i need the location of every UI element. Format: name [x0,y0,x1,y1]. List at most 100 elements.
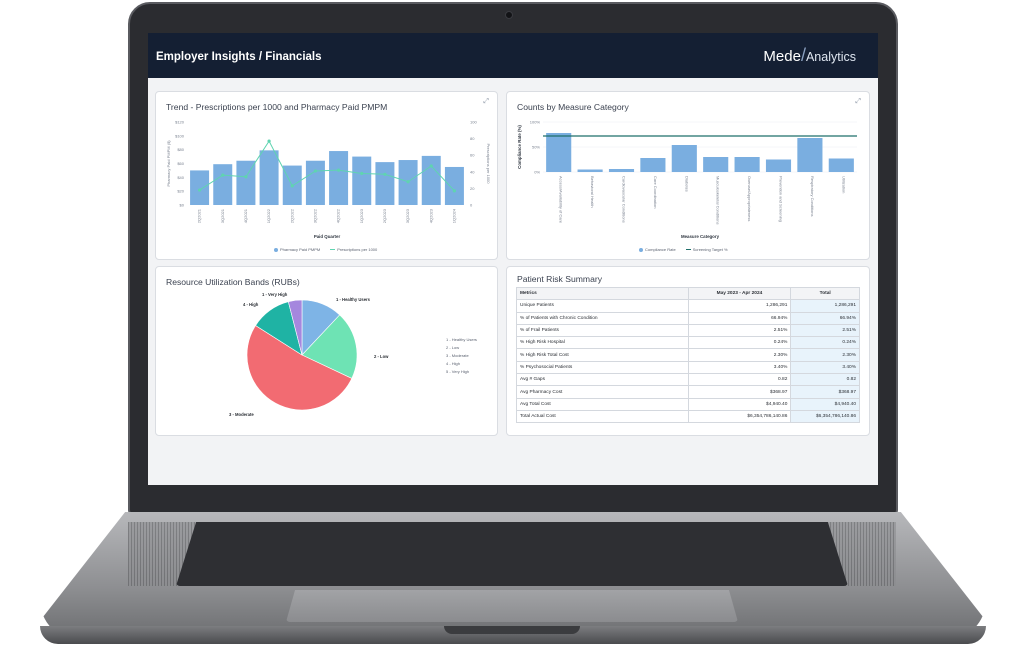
rubs-card: Resource Utilization Bands (RUBs) 1 - Ve… [155,266,498,436]
metric-name-cell: Avg Pharmacy Cost [516,385,689,399]
table-row[interactable]: % High Risk Hospital 0.24% 0.24% [516,336,860,350]
table-row[interactable]: Avg Total Cost $4,940.40 $4,940.40 [516,397,860,411]
pie-label-high: 4 - High [243,302,259,307]
logo-slash: / [800,45,806,65]
table-row[interactable]: Avg Pharmacy Cost $368.97 $368.97 [516,385,860,399]
line-point [336,168,341,172]
table-row[interactable]: Avg # Gaps 0.82 0.82 [516,373,860,387]
table-row[interactable]: Unique Patients 1,286,291 1,286,291 [516,299,860,313]
y-axis-label: Compliance Rate (%) [517,125,522,169]
bar [375,162,395,205]
page-title: Employer Insights / Financials [156,51,322,63]
x-tick-label: Care Coordination [653,176,658,208]
column-header[interactable]: Total [790,286,860,301]
x-axis-label: Measure Category [681,234,720,239]
period-value-cell: 0.24% [687,336,792,350]
trend-chart: $120 $100 $80 $60 $40 $20 $0 100 80 60 40 20 0 Pharma… [166,120,491,240]
x-tick-label: Access/Availability of Care [559,176,564,224]
legend-item: 2 - Low [446,345,460,350]
rubs-legend: 1 - Healthy Users 2 - Low 3 - Moderate 4… [446,337,477,377]
x-tick-label: Behavioral Health [590,176,595,208]
y-axis-label: Pharmacy Paid PMPM ($) [166,140,171,187]
bar [444,166,464,205]
x-tick-label: 3Q2022 [312,208,317,223]
bar [765,159,792,172]
metric-name-cell: % High Risk Total Cost [516,348,689,362]
y-tick-label: 0% [534,170,540,175]
pie-label-healthy: 1 - Healthy Users [336,297,370,302]
metric-name-cell: Avg # Gaps [516,373,689,387]
y-tick-label: 50% [532,145,540,150]
laptop-notch [444,626,580,634]
keyboard [176,522,848,586]
y-tick-label: $20 [177,189,184,194]
rubs-pie-chart [246,299,358,411]
x-tick-label: 4Q2023 [428,208,433,223]
x-tick-label: 4Q2021 [243,208,248,223]
bar [213,164,233,205]
counts-card: Counts by Measure Category ⤢ 100% 50% 0% Co… [506,91,870,260]
line-point [197,188,202,192]
webcam [505,11,513,19]
x-tick-label: Respiratory Conditions [810,176,815,216]
metric-name-cell: % of Frail Patients [516,323,689,338]
trackpad [286,590,738,622]
y-tick-label: $100 [175,133,185,138]
expand-icon[interactable]: ⤢ [483,98,489,105]
total-value-cell: 2.51% [790,323,860,338]
trend-card-title: Trend - Prescriptions per 1000 and Pharm… [166,102,388,112]
pie-label-very-high: 1 - Very High [262,292,288,297]
y-tick-label: $60 [177,161,184,166]
bar [259,150,279,205]
bar [671,145,697,172]
total-value-cell: $368.97 [790,385,860,399]
table-row[interactable]: % Psychosocial Patients 3.40% 3.40% [516,360,860,375]
period-value-cell: 3.40% [687,360,792,375]
legend-item-compliance: Compliance Rate [639,247,676,252]
metric-name-cell: Total Actual Cost [516,409,689,424]
period-value-cell: $6,354,786,140.86 [687,409,792,424]
table-row[interactable]: Total Actual Cost $6,354,786,140.86 $6,354… [516,409,860,424]
x-tick-label: 2Q2021 [197,208,202,223]
column-header[interactable]: Metrics [516,286,689,301]
y2-tick-label: 20 [470,186,475,191]
x-tick-label: Cardiovascular Conditions [622,176,627,223]
app-header: Employer Insights / Financials Mede/Anal… [148,33,878,78]
legend-item-rx: Prescriptions per 1000 [330,247,377,252]
legend-item: 4 - High [446,361,461,366]
bar [828,158,854,172]
period-value-cell: 2.30% [687,348,792,362]
expand-icon[interactable]: ⤢ [855,98,861,105]
trend-card: Trend - Prescriptions per 1000 and Pharm… [155,91,498,260]
line-point [360,171,364,176]
legend-item: 5 - Very High [446,369,470,374]
bar [640,158,666,172]
logo-analytics: Analytics [805,50,856,64]
x-tick-label: Diabetes [684,176,689,192]
x-tick-label: 1Q2023 [359,208,364,223]
table-header-row: Metrics May 2023 - Apr 2024 Total [516,286,860,301]
total-value-cell: 66.94% [790,311,860,325]
y2-tick-label: 60 [470,153,475,158]
laptop-base-edge [40,626,986,644]
period-value-cell: 0.82 [687,373,792,387]
x-tick-label: 1Q2024 [451,208,456,223]
legend-item: 1 - Healthy Users [446,337,477,342]
table-row[interactable]: % of Patients with Chronic Condition 66.9… [516,311,860,325]
bar [352,156,372,205]
period-value-cell: $368.97 [687,385,792,399]
metric-name-cell: Unique Patients [516,299,689,313]
table-row[interactable]: % of Frail Patients 2.51% 2.51% [516,323,860,338]
x-tick-label: 3Q2021 [220,208,225,223]
table-row[interactable]: % High Risk Total Cost 2.30% 2.30% [516,348,860,362]
counts-legend: Compliance Rate Screening Target % [639,247,728,252]
y-tick-label: 100% [530,120,541,125]
line-point [221,173,225,177]
y-tick-label: $120 [175,120,185,125]
total-value-cell: $4,940.40 [790,397,860,411]
line-point [429,164,433,168]
x-tick-label: 2Q2023 [382,208,387,223]
column-header[interactable]: May 2023 - Apr 2024 [687,286,792,301]
brand-logo: Mede/Analytics [763,45,856,66]
dashboard-content: Trend - Prescriptions per 1000 and Pharm… [148,78,878,485]
